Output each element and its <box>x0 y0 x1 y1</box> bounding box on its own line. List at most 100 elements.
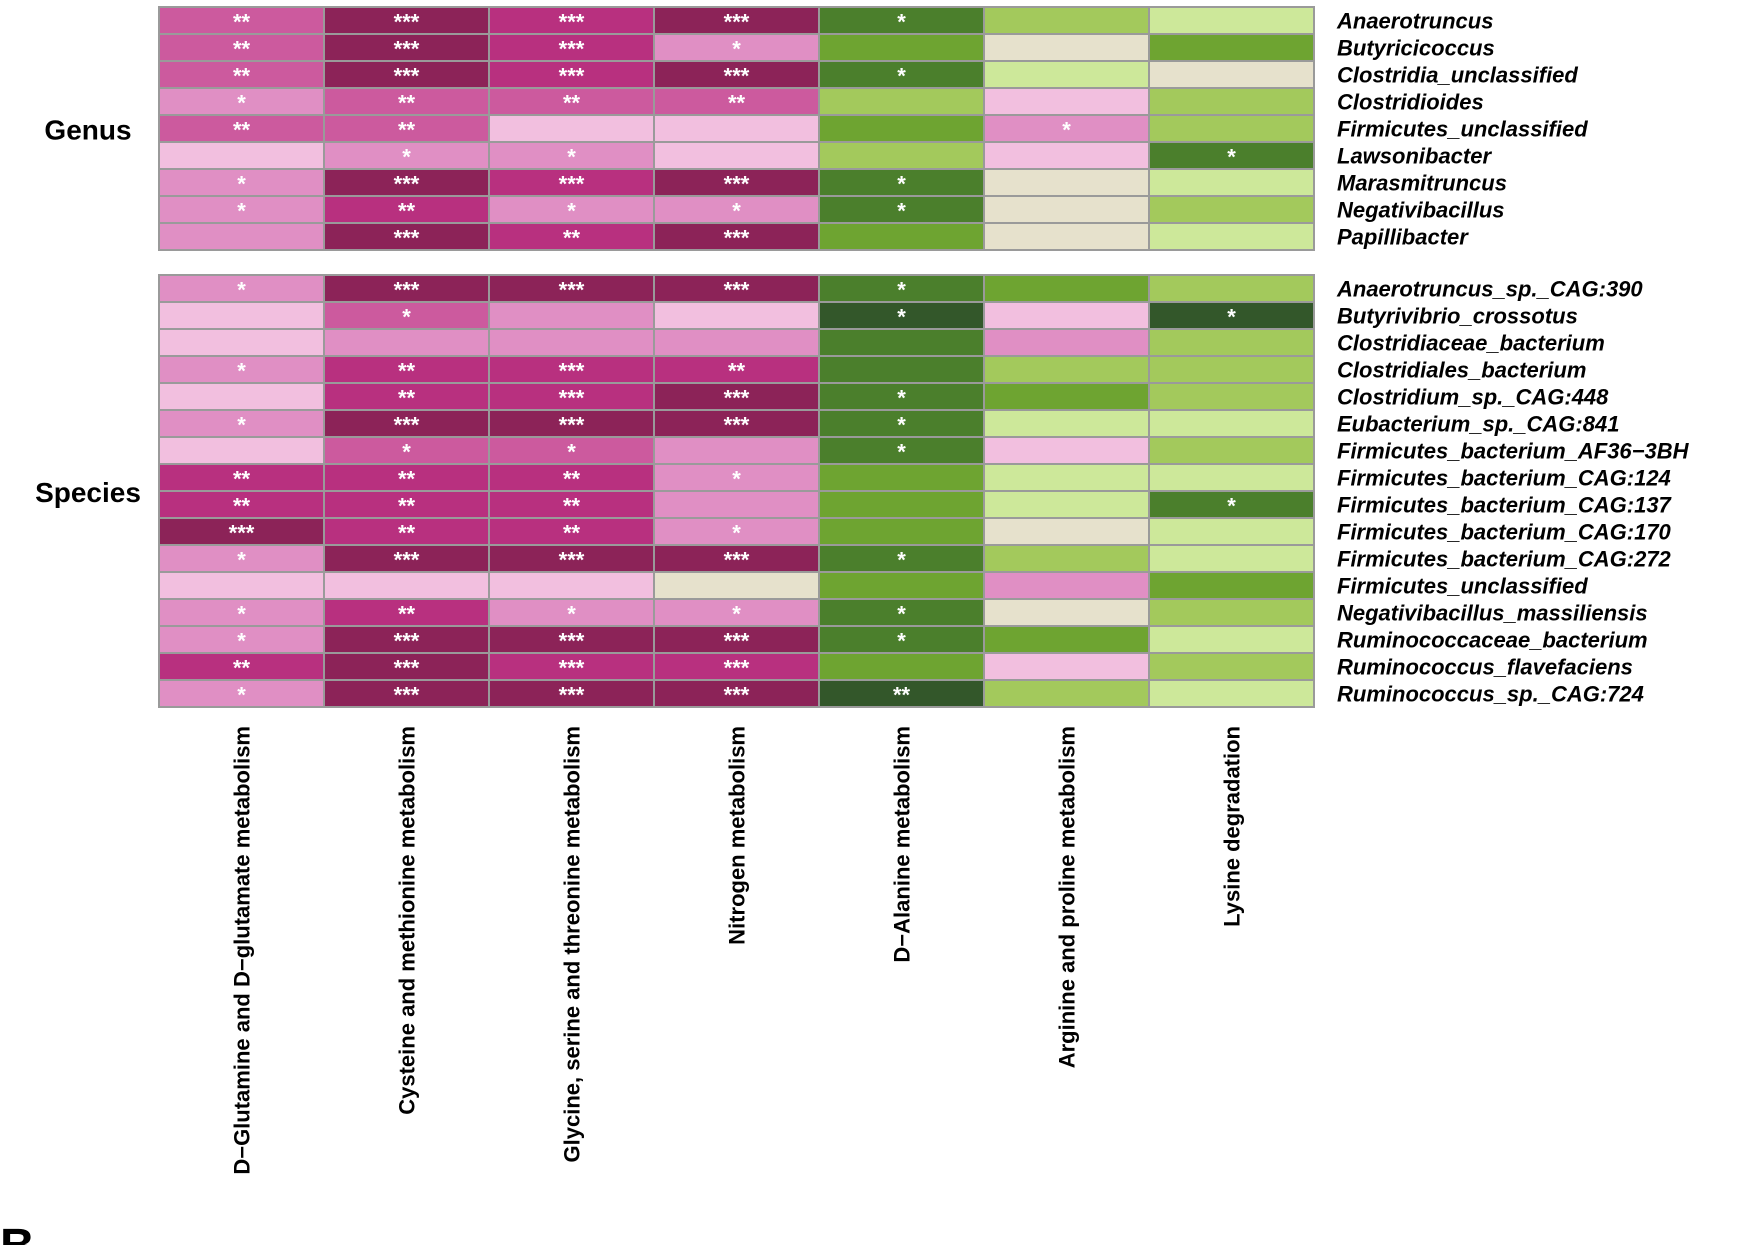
heatmap-cell <box>490 627 653 652</box>
row-label: Negativibacillus_massiliensis <box>1337 601 1648 626</box>
significance-mark: ** <box>563 467 581 492</box>
heatmap-cell <box>490 546 653 571</box>
heatmap-cell <box>325 62 488 87</box>
row-label: Firmicutes_unclassified <box>1337 117 1588 142</box>
heatmap-cell <box>655 276 818 301</box>
significance-mark: *** <box>394 10 420 35</box>
heatmap-cell <box>820 573 983 598</box>
significance-mark: * <box>237 629 246 654</box>
heatmap-cell <box>325 276 488 301</box>
significance-mark: *** <box>394 629 420 654</box>
significance-mark: * <box>897 199 906 224</box>
heatmap-cell <box>655 8 818 33</box>
heatmap-cell <box>820 330 983 355</box>
heatmap-cell <box>985 519 1148 544</box>
significance-mark: ** <box>563 226 581 251</box>
heatmap-cell <box>655 89 818 114</box>
significance-mark: *** <box>559 656 585 681</box>
heatmap-cell <box>1150 357 1313 382</box>
heatmap-cell <box>985 143 1148 168</box>
panel-letter: B <box>0 1220 35 1245</box>
heatmap-cell <box>1150 465 1313 490</box>
heatmap-cell <box>655 627 818 652</box>
significance-mark: * <box>237 199 246 224</box>
heatmap-cell <box>160 681 323 706</box>
significance-mark: ** <box>233 37 251 62</box>
heatmap-cell <box>655 143 818 168</box>
significance-mark: * <box>732 37 741 62</box>
heatmap-cell <box>655 330 818 355</box>
significance-mark: ** <box>728 91 746 116</box>
heatmap-cell <box>655 519 818 544</box>
heatmap-cell <box>325 303 488 328</box>
heatmap-cell <box>160 170 323 195</box>
group-label-genus: Genus <box>44 115 131 146</box>
row-label: Butyrivibrio_crossotus <box>1337 304 1578 329</box>
heatmap-cell <box>820 411 983 436</box>
heatmap-cell <box>655 62 818 87</box>
heatmap-cell <box>490 276 653 301</box>
heatmap-cell <box>985 197 1148 222</box>
row-label: Firmicutes_bacterium_AF36−3BH <box>1337 439 1690 464</box>
heatmap-cell <box>985 89 1148 114</box>
heatmap-cell <box>160 143 323 168</box>
heatmap-cell <box>655 303 818 328</box>
heatmap-cell <box>655 35 818 60</box>
heatmap-cell <box>160 357 323 382</box>
significance-mark: *** <box>724 386 750 411</box>
heatmap-cell <box>1150 197 1313 222</box>
significance-mark: ** <box>893 683 911 708</box>
significance-mark: *** <box>394 278 420 303</box>
heatmap-cell <box>490 519 653 544</box>
significance-mark: * <box>732 199 741 224</box>
heatmap-cell <box>655 600 818 625</box>
row-label: Butyricicoccus <box>1337 36 1495 61</box>
heatmap-cell <box>1150 35 1313 60</box>
heatmap-cell <box>655 681 818 706</box>
significance-mark: ** <box>398 359 416 384</box>
significance-mark: * <box>237 683 246 708</box>
heatmap-cell <box>820 627 983 652</box>
significance-mark: *** <box>559 359 585 384</box>
heatmap-cell <box>1150 438 1313 463</box>
significance-mark: *** <box>559 629 585 654</box>
heatmap-cell <box>985 357 1148 382</box>
row-label: Firmicutes_bacterium_CAG:272 <box>1337 547 1672 572</box>
significance-mark: * <box>897 64 906 89</box>
heatmap-cell <box>655 465 818 490</box>
heatmap-cell <box>985 546 1148 571</box>
heatmap-cell <box>820 116 983 141</box>
significance-mark: * <box>237 278 246 303</box>
heatmap-cell <box>655 197 818 222</box>
heatmap-cell <box>490 330 653 355</box>
heatmap-cell <box>490 170 653 195</box>
heatmap-cell <box>655 170 818 195</box>
heatmap-cell <box>160 224 323 249</box>
row-label: Firmicutes_bacterium_CAG:124 <box>1337 466 1671 491</box>
significance-mark: * <box>567 602 576 627</box>
significance-mark: *** <box>394 413 420 438</box>
heatmap-cell <box>490 224 653 249</box>
heatmap-cell <box>325 519 488 544</box>
heatmap-cell <box>1150 143 1313 168</box>
significance-mark: *** <box>229 521 255 546</box>
significance-mark: *** <box>559 64 585 89</box>
column-label: Lysine degradation <box>1220 726 1245 927</box>
heatmap-cell <box>820 654 983 679</box>
heatmap-cell <box>985 224 1148 249</box>
heatmap-cell <box>325 573 488 598</box>
heatmap-cell <box>655 411 818 436</box>
heatmap-cell <box>160 627 323 652</box>
heatmap-cell <box>325 411 488 436</box>
row-label: Clostridium_sp._CAG:448 <box>1337 385 1609 410</box>
row-label: Ruminococcus_flavefaciens <box>1337 655 1633 680</box>
heatmap-cell <box>325 143 488 168</box>
significance-mark: ** <box>233 494 251 519</box>
heatmap-cell <box>820 600 983 625</box>
heatmap-cell <box>160 384 323 409</box>
significance-mark: *** <box>724 656 750 681</box>
significance-mark: *** <box>394 37 420 62</box>
heatmap-cell <box>1150 170 1313 195</box>
significance-mark: ** <box>398 91 416 116</box>
